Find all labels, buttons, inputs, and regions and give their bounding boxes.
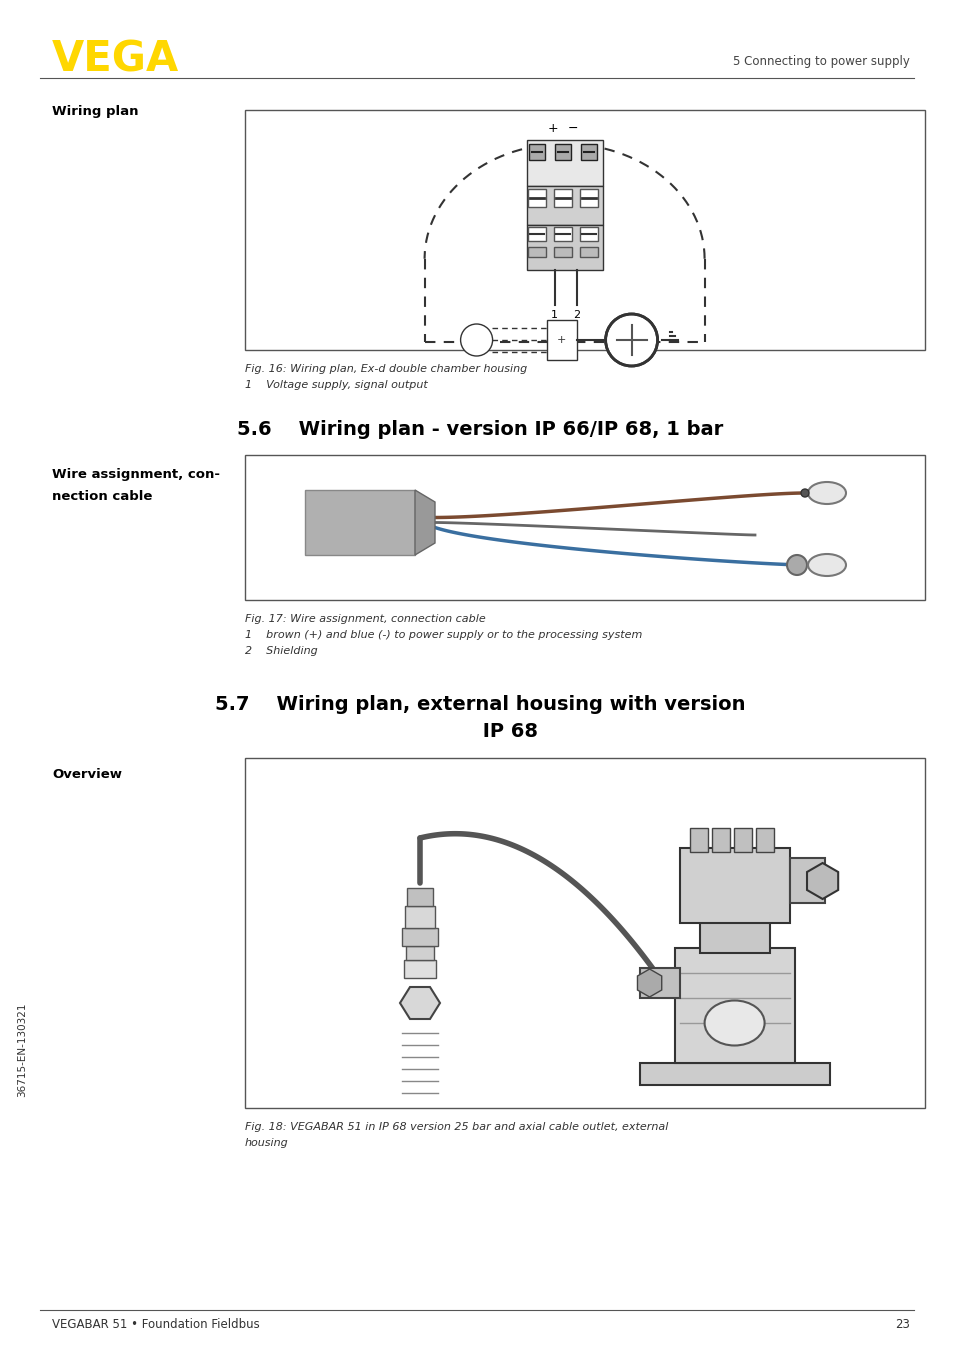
Bar	[405, 906, 435, 927]
Ellipse shape	[807, 554, 845, 575]
Bar	[733, 829, 751, 852]
Circle shape	[786, 555, 806, 575]
Bar	[553, 246, 571, 257]
Bar	[305, 490, 415, 555]
Bar	[403, 960, 436, 978]
Text: 23: 23	[894, 1317, 909, 1331]
Text: 36715-EN-130321: 36715-EN-130321	[17, 1003, 27, 1097]
Bar	[527, 227, 545, 241]
Bar	[527, 190, 545, 207]
Text: −: −	[567, 122, 578, 135]
Bar	[245, 110, 924, 349]
Text: Fig. 18: VEGABAR 51 in IP 68 version 25 bar and axial cable outlet, external: Fig. 18: VEGABAR 51 in IP 68 version 25 …	[245, 1122, 668, 1132]
Polygon shape	[415, 490, 435, 555]
Ellipse shape	[807, 482, 845, 504]
Text: 5.6    Wiring plan - version IP 66/IP 68, 1 bar: 5.6 Wiring plan - version IP 66/IP 68, 1…	[236, 420, 722, 439]
Bar	[674, 948, 794, 1063]
Bar	[639, 968, 679, 998]
Bar	[755, 829, 773, 852]
Text: Overview: Overview	[52, 768, 122, 781]
Bar	[579, 246, 597, 257]
Bar	[679, 848, 789, 923]
Bar	[526, 185, 602, 225]
Polygon shape	[399, 987, 439, 1020]
Bar	[528, 144, 544, 160]
Text: IP 68: IP 68	[421, 722, 537, 741]
Text: Wiring plan: Wiring plan	[52, 106, 138, 118]
Bar	[407, 888, 433, 906]
Text: 2: 2	[573, 310, 579, 320]
Bar	[406, 946, 434, 960]
Bar	[553, 227, 571, 241]
Bar	[579, 190, 597, 207]
Bar	[553, 190, 571, 207]
Circle shape	[801, 489, 808, 497]
Text: 1    brown (+) and blue (-) to power supply or to the processing system: 1 brown (+) and blue (-) to power supply…	[245, 630, 641, 640]
Circle shape	[605, 314, 657, 366]
Bar	[554, 144, 570, 160]
Bar	[689, 829, 707, 852]
Text: Wire assignment, con-: Wire assignment, con-	[52, 468, 220, 481]
Text: 5.7    Wiring plan, external housing with version: 5.7 Wiring plan, external housing with v…	[214, 695, 744, 714]
Text: +: +	[547, 122, 558, 135]
Text: +: +	[557, 334, 566, 345]
Ellipse shape	[704, 1001, 763, 1045]
Bar	[789, 858, 823, 903]
Text: 1: 1	[551, 310, 558, 320]
Text: housing: housing	[245, 1137, 289, 1148]
Text: 2    Shielding: 2 Shielding	[245, 646, 317, 655]
Bar	[527, 246, 545, 257]
Bar	[580, 144, 596, 160]
Text: Fig. 17: Wire assignment, connection cable: Fig. 17: Wire assignment, connection cab…	[245, 613, 485, 624]
Bar	[579, 227, 597, 241]
Text: 1    Voltage supply, signal output: 1 Voltage supply, signal output	[245, 380, 427, 390]
Bar	[546, 320, 576, 360]
Text: VEGABAR 51 • Foundation Fieldbus: VEGABAR 51 • Foundation Fieldbus	[52, 1317, 259, 1331]
Bar	[711, 829, 729, 852]
Text: nection cable: nection cable	[52, 490, 152, 502]
Circle shape	[460, 324, 492, 356]
Text: 5 Connecting to power supply: 5 Connecting to power supply	[732, 56, 909, 68]
Text: VEGA: VEGA	[52, 38, 179, 80]
Bar	[526, 225, 602, 269]
Bar	[245, 455, 924, 600]
Bar	[639, 1063, 829, 1085]
Text: Fig. 16: Wiring plan, Ex-d double chamber housing: Fig. 16: Wiring plan, Ex-d double chambe…	[245, 364, 527, 374]
Bar	[245, 758, 924, 1108]
Bar	[526, 139, 602, 185]
Bar	[401, 927, 437, 946]
Bar	[699, 918, 769, 953]
